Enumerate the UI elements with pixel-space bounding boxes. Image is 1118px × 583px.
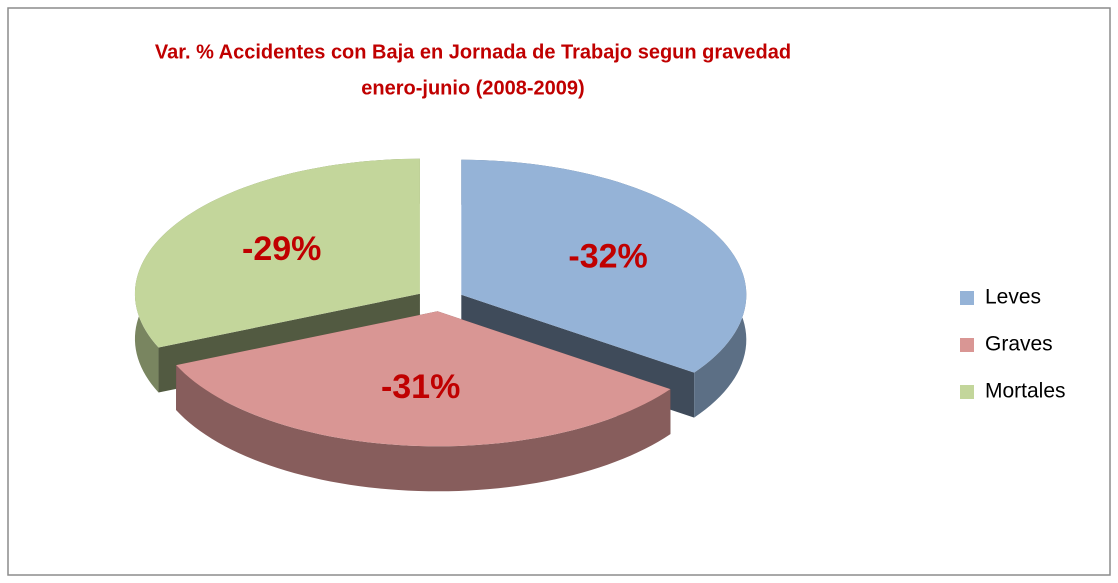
legend-swatch: [960, 385, 974, 399]
chart-title: Var. % Accidentes con Baja en Jornada de…: [155, 41, 791, 63]
legend-swatch: [960, 291, 974, 305]
chart-title: enero-junio (2008-2009): [361, 77, 584, 99]
slice-wall: [176, 365, 671, 492]
legend-label: Graves: [985, 333, 1053, 356]
legend-label: Leves: [985, 286, 1041, 309]
data-label: -31%: [381, 368, 460, 406]
slice: [176, 311, 671, 447]
slice: [134, 158, 420, 348]
slice: [461, 159, 747, 373]
data-label: -32%: [568, 238, 647, 276]
data-label: -29%: [242, 230, 321, 268]
legend-label: Mortales: [985, 380, 1066, 403]
legend-swatch: [960, 338, 974, 352]
